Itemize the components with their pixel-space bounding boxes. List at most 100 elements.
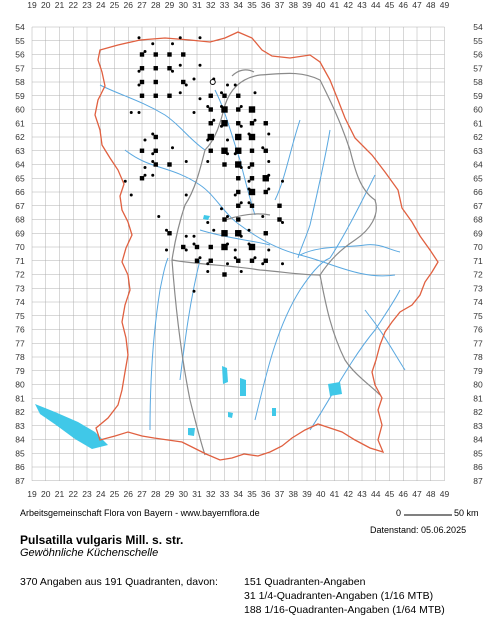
marker-sixtyfourth-quadrant — [267, 248, 271, 252]
marker-quarter-quadrant — [235, 161, 242, 168]
scale-zero-label: 0 — [396, 508, 402, 518]
x-tick-label-bottom: 34 — [234, 489, 244, 499]
marker-quarter-quadrant — [262, 175, 269, 182]
marker-sixteenth-quadrant — [222, 272, 227, 277]
marker-sixteenth-quadrant — [181, 79, 186, 85]
marker-sixtyfourth-quadrant — [267, 187, 271, 191]
y-tick-label-right: 63 — [473, 146, 483, 156]
x-tick-label-top: 46 — [399, 0, 409, 10]
marker-sixtyfourth-quadrant — [226, 262, 229, 266]
credit-text: Arbeitsgemeinschaft Flora von Bayern - w… — [20, 508, 260, 518]
marker-open-circle — [209, 79, 216, 85]
lake-ammersee — [222, 366, 228, 384]
marker-quarter-quadrant — [248, 106, 256, 113]
data-date: Datenstand: 05.06.2025 — [370, 525, 467, 535]
marker-sixtyfourth-quadrant — [137, 36, 141, 40]
x-tick-label-bottom: 48 — [426, 489, 436, 499]
x-tick-label-top: 34 — [234, 0, 244, 10]
marker-sixteenth-quadrant — [236, 217, 241, 222]
marker-sixtyfourth-quadrant — [184, 248, 188, 252]
river-inn — [309, 289, 401, 431]
marker-sixtyfourth-quadrant — [239, 234, 243, 238]
marker-sixteenth-quadrant — [167, 52, 172, 57]
marker-sixtyfourth-quadrant — [233, 83, 237, 87]
marker-sixteenth-quadrant — [153, 134, 158, 140]
marker-sixtyfourth-quadrant — [281, 221, 284, 224]
marker-sixtyfourth-quadrant — [233, 256, 237, 260]
marker-sixteenth-quadrant — [277, 217, 282, 222]
marker-sixteenth-quadrant — [153, 66, 158, 71]
x-tick-label-bottom: 45 — [385, 489, 395, 499]
x-tick-label-bottom: 24 — [96, 489, 106, 499]
y-tick-label-left: 78 — [15, 352, 25, 362]
marker-sixtyfourth-quadrant — [247, 242, 251, 246]
river-west-main — [99, 84, 206, 151]
lake-small-1 — [203, 215, 210, 220]
marker-sixteenth-quadrant — [222, 217, 227, 222]
marker-sixtyfourth-quadrant — [212, 118, 216, 122]
marker-sixteenth-quadrant — [236, 93, 241, 98]
marker-sixtyfourth-quadrant — [184, 160, 188, 163]
marker-sixteenth-quadrant — [249, 258, 255, 263]
x-tick-label-top: 40 — [316, 0, 326, 10]
x-tick-label-top: 24 — [96, 0, 106, 10]
marker-sixtyfourth-quadrant — [247, 132, 251, 136]
river-altmuehl — [199, 229, 271, 246]
marker-sixteenth-quadrant — [208, 121, 213, 126]
marker-sixtyfourth-quadrant — [253, 91, 257, 95]
x-tick-label-bottom: 43 — [357, 489, 367, 499]
marker-sixtyfourth-quadrant — [184, 234, 188, 238]
y-tick-label-right: 64 — [473, 160, 483, 170]
marker-sixteenth-quadrant — [249, 148, 255, 153]
y-tick-label-right: 86 — [473, 462, 483, 472]
y-tick-label-left: 59 — [15, 91, 25, 101]
y-tick-label-right: 65 — [473, 173, 483, 183]
y-tick-label-left: 66 — [15, 187, 25, 197]
y-tick-label-left: 72 — [15, 270, 25, 280]
marker-sixteenth-quadrant — [194, 244, 200, 250]
marker-quarter-quadrant — [235, 230, 242, 237]
y-tick-label-right: 71 — [473, 256, 483, 266]
y-tick-label-left: 68 — [15, 215, 25, 225]
y-tick-label-left: 54 — [15, 22, 25, 32]
river-lech — [179, 259, 201, 381]
marker-sixtyfourth-quadrant — [151, 160, 155, 163]
marker-sixtyfourth-quadrant — [220, 124, 223, 128]
river-misc-2 — [364, 309, 406, 371]
river-misc-1 — [274, 119, 301, 201]
y-tick-label-left: 83 — [15, 421, 25, 431]
y-tick-label-right: 72 — [473, 270, 483, 280]
marker-sixtyfourth-quadrant — [192, 242, 196, 246]
x-tick-label-top: 19 — [27, 0, 37, 10]
marker-sixtyfourth-quadrant — [247, 179, 251, 183]
district-border-8 — [231, 69, 255, 77]
marker-sixtyfourth-quadrant — [151, 173, 155, 177]
x-tick-label-top: 25 — [110, 0, 120, 10]
marker-sixteenth-quadrant — [249, 203, 255, 208]
marker-quarter-quadrant — [221, 147, 228, 154]
river-regen — [329, 174, 376, 259]
marker-sixteenth-quadrant — [194, 258, 200, 263]
x-tick-label-bottom: 29 — [165, 489, 175, 499]
marker-sixtyfourth-quadrant — [192, 77, 196, 81]
marker-sixtyfourth-quadrant — [198, 97, 202, 101]
y-tick-label-right: 61 — [473, 118, 483, 128]
x-tick-label-top: 30 — [179, 0, 189, 10]
marker-sixtyfourth-quadrant — [143, 50, 147, 53]
marker-sixtyfourth-quadrant — [171, 146, 174, 150]
x-tick-label-top: 45 — [385, 0, 395, 10]
marker-sixtyfourth-quadrant — [261, 215, 265, 218]
lakes — [35, 215, 342, 449]
y-tick-label-left: 75 — [15, 311, 25, 321]
marker-sixtyfourth-quadrant — [206, 270, 210, 273]
marker-sixtyfourth-quadrant — [206, 105, 210, 108]
x-tick-label-top: 39 — [302, 0, 312, 10]
scale-km-label: 50 km — [454, 508, 479, 518]
district-border-4 — [171, 259, 321, 276]
summary-line-sixteenth: 188 1/16-Quadranten-Angaben (1/64 MTB) — [244, 604, 445, 616]
marker-sixtyfourth-quadrant — [178, 91, 182, 95]
y-tick-label-right: 80 — [473, 380, 483, 390]
marker-quarter-quadrant — [221, 106, 228, 113]
marker-sixtyfourth-quadrant — [137, 111, 141, 114]
